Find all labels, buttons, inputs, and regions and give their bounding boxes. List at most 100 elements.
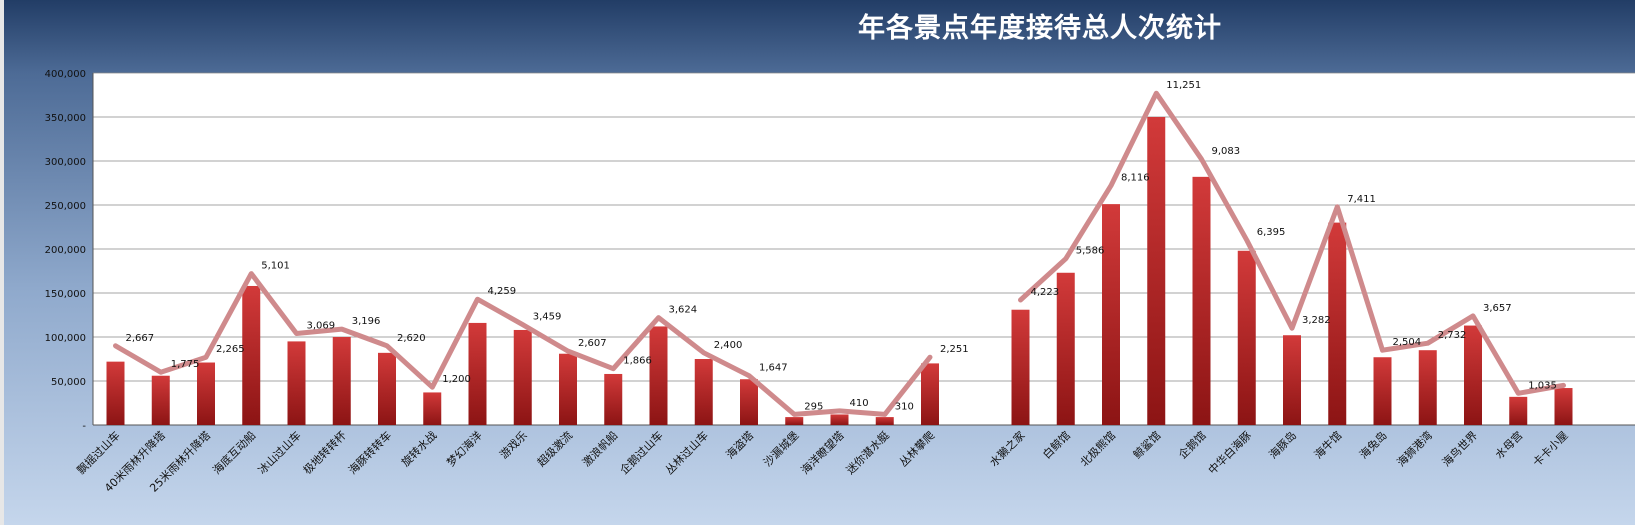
x-tick-label: 海盗塔 [723,428,756,461]
y-tick-label: 250,000 [45,201,86,212]
x-tick-label: 企鹅过山车 [617,428,666,477]
y-tick-label: 150,000 [45,289,86,300]
sheet-edge [0,0,4,525]
y-tick-label: 300,000 [45,157,86,168]
bar [830,414,849,425]
bar [1509,396,1528,425]
y-tick-label: 400,000 [45,69,86,80]
data-label: 1,200 [442,374,471,385]
bar [1554,388,1573,425]
x-tick-label: 沙漏城堡 [760,428,801,469]
data-label: 310 [895,401,914,412]
bar [332,337,351,425]
data-label: 2,620 [397,333,426,344]
x-tick-label: 冰山过山车 [255,428,304,477]
x-tick-label: 飘摇过山车 [74,428,123,477]
bar [423,392,442,425]
data-label: 2,607 [578,338,607,349]
data-label: 7,411 [1347,194,1376,205]
data-label: 5,586 [1076,246,1105,257]
bar [468,322,487,425]
x-tick-label: 海狮港湾 [1394,428,1435,469]
y-tick-label: - [82,421,86,432]
data-label: 1,866 [623,356,652,367]
bar [513,329,532,425]
bar [1237,250,1256,425]
data-labels: 2,667 1,775 2,265 5,101 3,069 3,196 2,620 1,200… [126,80,1557,412]
data-label: 8,116 [1121,173,1150,184]
data-label: 9,083 [1212,146,1241,157]
x-axis: 飘摇过山车40米雨林升降塔25米雨林升降塔海底互动船冰山过山车极地转转杯海豚转转… [74,428,1571,494]
x-tick-label: 丛林过山车 [662,428,711,477]
x-tick-label: 激浪帆船 [579,428,620,469]
bar [287,341,306,425]
y-tick-label: 100,000 [45,333,86,344]
series-line [113,271,933,417]
data-label: 3,459 [533,312,562,323]
data-label: 4,223 [1031,287,1060,298]
x-tick-label: 卡卡小屋 [1530,429,1570,469]
bar [559,353,577,425]
line-series [113,90,1566,417]
data-label: 3,069 [307,320,336,331]
data-label: 2,732 [1438,330,1467,341]
bar [197,362,215,425]
data-label: 2,265 [216,344,245,355]
data-label: 2,400 [714,340,743,351]
x-tick-label: 水母宫 [1492,428,1525,461]
bar [875,417,894,425]
x-tick-label: 迷你潜水艇 [843,428,892,477]
y-tick-label: 200,000 [45,245,86,256]
bar [1418,350,1437,425]
data-label: 410 [850,398,869,409]
x-tick-label: 游戏乐 [497,429,530,462]
bar [1328,222,1347,425]
x-tick-label: 中华白海豚 [1205,428,1254,477]
data-label: 295 [804,401,823,412]
data-label: 6,395 [1257,227,1286,238]
bar [1192,176,1211,425]
data-label: 3,657 [1483,303,1512,314]
data-label: 2,504 [1393,337,1422,348]
x-tick-label: 企鹅馆 [1175,428,1208,461]
chart-title: 年各景点年度接待总人次统计 [858,13,1222,44]
bar [921,363,939,425]
data-label: 3,196 [352,316,381,327]
x-tick-label: 海鸟世界 [1439,428,1480,469]
bar [151,375,170,425]
x-tick-label: 水獭之家 [987,428,1028,469]
x-tick-label: 海豚转转车 [345,428,394,477]
x-tick-label: 北极熊馆 [1077,428,1118,469]
series-line [1018,90,1566,396]
bar [1056,272,1075,425]
data-label: 1,035 [1528,380,1557,391]
bar [785,417,804,425]
x-tick-label: 超级激流 [534,428,575,469]
x-tick-label: 丛林攀爬 [896,428,937,469]
bar [740,379,758,425]
bar [1464,325,1482,425]
bar [1283,335,1301,425]
x-tick-label: 海底互动船 [210,428,259,477]
data-label: 2,251 [940,344,969,355]
x-tick-label: 梦幻海洋 [444,428,485,469]
bar [649,326,668,425]
x-tick-label: 白鲸馆 [1040,428,1073,461]
bar [604,373,623,425]
data-label: 2,667 [126,333,155,344]
data-label: 1,647 [759,363,788,374]
x-tick-label: 海洋瞭望塔 [798,428,847,477]
x-tick-label: 旋转水战 [398,428,439,469]
bar [378,352,396,425]
x-tick-label: 海豚岛 [1266,428,1299,461]
bar [1102,204,1120,425]
y-tick-label: 350,000 [45,113,86,124]
x-tick-label: 极地转转杯 [300,428,349,477]
bar [1011,309,1030,425]
x-tick-label: 鲸鲨馆 [1130,428,1163,461]
x-tick-label: 海牛馆 [1311,428,1344,461]
y-tick-label: 50,000 [51,377,86,388]
bar-series [106,117,1573,425]
bar [694,359,713,425]
